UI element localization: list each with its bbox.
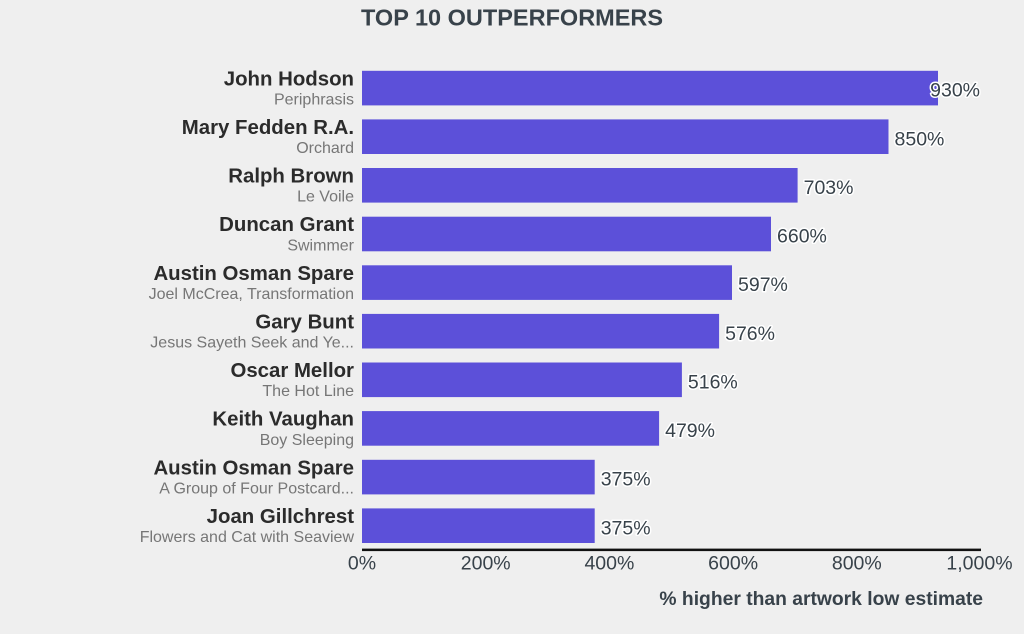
svg-text:Boy Sleeping: Boy Sleeping: [260, 432, 354, 449]
svg-text:850%: 850%: [895, 128, 945, 150]
svg-text:479%: 479%: [665, 420, 715, 442]
svg-text:703%: 703%: [804, 177, 854, 199]
svg-text:375%: 375%: [601, 517, 651, 539]
svg-text:John Hodson: John Hodson: [224, 68, 354, 90]
svg-text:600%: 600%: [708, 553, 758, 575]
svg-text:Oscar Mellor: Oscar Mellor: [230, 360, 354, 382]
svg-text:597%: 597%: [738, 274, 788, 296]
svg-text:Duncan Grant: Duncan Grant: [219, 214, 354, 236]
svg-text:A Group of Four Postcard...: A Group of Four Postcard...: [159, 481, 354, 498]
svg-text:930%: 930%: [930, 80, 980, 102]
svg-text:200%: 200%: [461, 553, 511, 575]
svg-text:Periphrasis: Periphrasis: [274, 92, 354, 109]
svg-text:Austin Osman Spare: Austin Osman Spare: [153, 263, 354, 285]
svg-text:Orchard: Orchard: [296, 140, 354, 157]
svg-text:516%: 516%: [688, 371, 738, 393]
svg-text:Jesus Sayeth Seek and Ye...: Jesus Sayeth Seek and Ye...: [150, 335, 354, 352]
svg-text:576%: 576%: [725, 323, 775, 345]
svg-text:Mary Fedden R.A.: Mary Fedden R.A.: [182, 117, 354, 139]
svg-text:Gary Bunt: Gary Bunt: [255, 311, 354, 333]
svg-text:Swimmer: Swimmer: [287, 237, 354, 254]
svg-text:1,000%: 1,000%: [946, 553, 1012, 575]
svg-text:% higher than artwork low esti: % higher than artwork low estimate: [659, 589, 983, 610]
svg-text:Flowers and Cat with Seaview: Flowers and Cat with Seaview: [140, 529, 355, 546]
svg-text:0%: 0%: [348, 553, 376, 575]
svg-text:Le Voile: Le Voile: [297, 189, 354, 206]
svg-text:Keith Vaughan: Keith Vaughan: [212, 409, 354, 431]
svg-text:Joan Gillchrest: Joan Gillchrest: [207, 506, 355, 528]
svg-text:The Hot Line: The Hot Line: [262, 383, 354, 400]
svg-text:Austin Osman Spare: Austin Osman Spare: [153, 457, 354, 479]
svg-text:800%: 800%: [832, 553, 882, 575]
svg-text:660%: 660%: [777, 226, 827, 248]
svg-text:TOP 10 OUTPERFORMERS: TOP 10 OUTPERFORMERS: [361, 5, 663, 31]
svg-text:375%: 375%: [601, 469, 651, 491]
svg-text:Joel McCrea, Transformation: Joel McCrea, Transformation: [149, 286, 354, 303]
svg-text:400%: 400%: [584, 553, 634, 575]
svg-text:Ralph Brown: Ralph Brown: [228, 166, 354, 188]
